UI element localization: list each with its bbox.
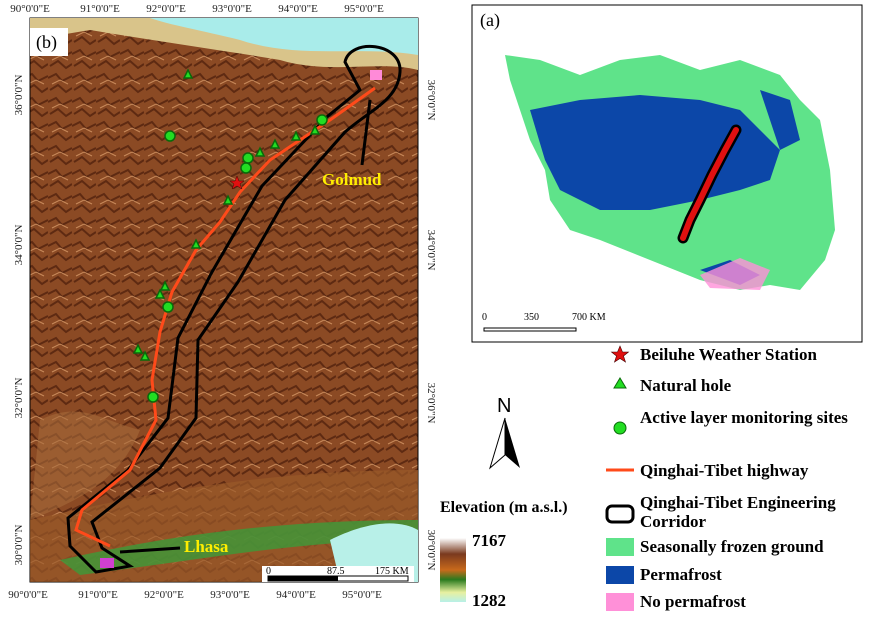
north-arrow: N — [489, 395, 520, 470]
scale-label: 0 — [482, 312, 487, 323]
coordinate-label: 32°0'0"N — [425, 383, 437, 424]
coordinate-label: 92°0'0"E — [144, 589, 184, 601]
coordinate-label: 90°0'0"E — [8, 589, 48, 601]
coordinate-label: 91°0'0"E — [80, 3, 120, 15]
coordinate-label: 95°0'0"E — [342, 589, 382, 601]
panel-b-map: (b) Golmud Lhasa 0 87.5 175 KM — [29, 17, 419, 583]
coordinate-label: 34°0'0"N — [13, 225, 25, 266]
coordinate-label: 30°0'0"N — [425, 530, 437, 571]
legend-item: Permafrost — [640, 565, 722, 584]
coordinate-label: 36°0'0"N — [13, 75, 25, 116]
coordinate-label: 94°0'0"E — [276, 589, 316, 601]
legend-item: Qinghai-Tibet Engineering Corridor — [640, 493, 836, 531]
legend-item: Natural hole — [640, 376, 732, 395]
legend-item: Beiluhe Weather Station — [640, 345, 817, 364]
panel-label: (a) — [480, 10, 500, 31]
scale-label: 0 — [266, 566, 271, 577]
coordinate-label: 94°0'0"E — [278, 3, 318, 15]
coordinate-label: 95°0'0"E — [344, 3, 384, 15]
place-label: Golmud — [322, 170, 382, 189]
place-label: Lhasa — [184, 537, 229, 556]
panel-label: (b) — [36, 32, 57, 53]
elevation-title: Elevation (m a.s.l.) — [440, 499, 568, 516]
elevation-max: 7167 — [472, 531, 507, 550]
coordinate-label: 92°0'0"E — [146, 3, 186, 15]
coordinate-label: 93°0'0"E — [210, 589, 250, 601]
graticule-labels: 90°0'0"E 91°0'0"E 92°0'0"E 93°0'0"E 94°0'0"E… — [8, 3, 437, 601]
scale-label: 87.5 — [327, 566, 345, 577]
elevation-min: 1282 — [472, 591, 506, 610]
coordinate-label: 91°0'0"E — [78, 589, 118, 601]
coordinate-label: 36°0'0"N — [425, 80, 437, 121]
scale-label: 700 KM — [572, 312, 606, 323]
legend-item: Qinghai-Tibet highway — [640, 461, 809, 480]
north-label: N — [497, 395, 511, 417]
scale-label: 175 KM — [375, 566, 409, 577]
coordinate-label: 93°0'0"E — [212, 3, 252, 15]
coordinate-label: 30°0'0"N — [13, 525, 25, 566]
coordinate-label: 32°0'0"N — [13, 378, 25, 419]
legend-item: Seasonally frozen ground — [640, 537, 824, 556]
legend-item: Active layer monitoring sites — [640, 408, 848, 427]
coordinate-label: 90°0'0"E — [10, 3, 50, 15]
legend-symbols: 7167 1282 Elevation (m a.s.l.) — [440, 345, 635, 611]
coordinate-label: 34°0'0"N — [425, 230, 437, 271]
legend-item: No permafrost — [640, 592, 746, 611]
panel-a-map: (a) 0 350 700 KM — [471, 4, 863, 343]
scale-label: 350 — [524, 312, 539, 323]
